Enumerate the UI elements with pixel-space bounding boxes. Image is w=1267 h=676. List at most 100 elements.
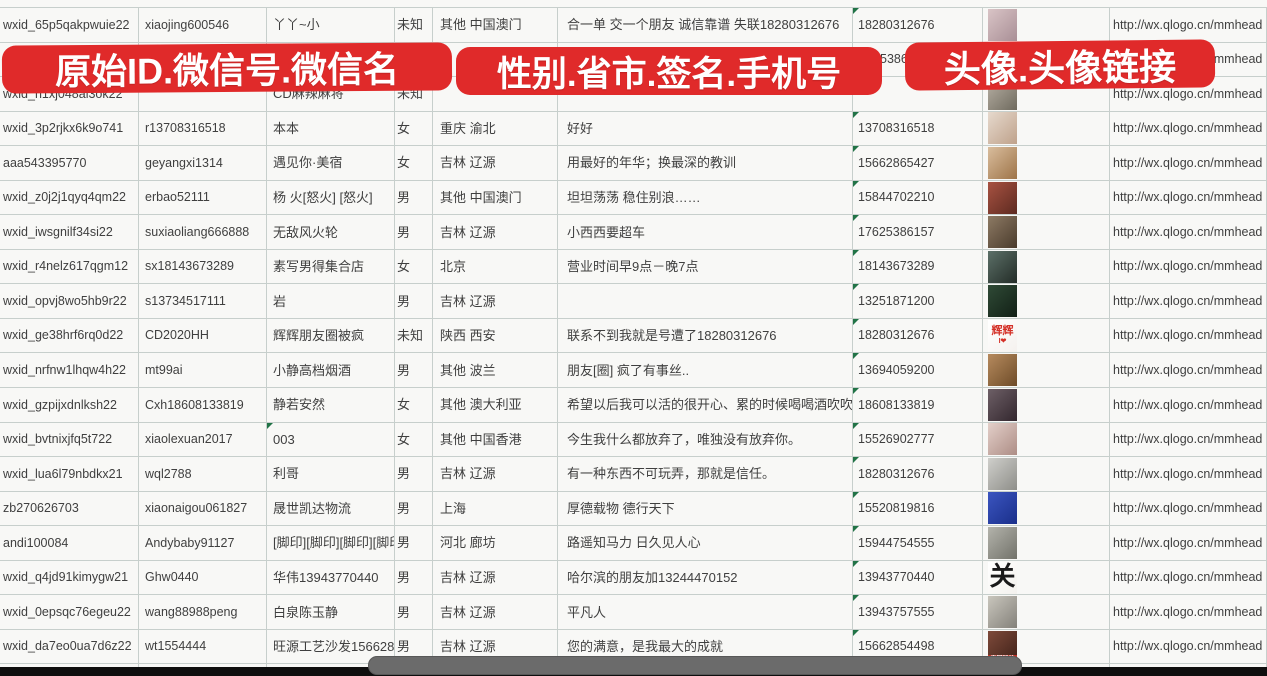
- cell-wechat-id[interactable]: Cxh18608133819: [139, 388, 267, 423]
- cell-avatar-link[interactable]: http://wx.qlogo.cn/mmhead: [1110, 388, 1267, 423]
- cell-avatar-link[interactable]: http://wx.qlogo.cn/mmhead: [1110, 422, 1267, 458]
- cell-phone[interactable]: 13251871200: [853, 284, 983, 319]
- cell-phone[interactable]: 13943770440: [853, 560, 983, 596]
- cell-original-id[interactable]: zb270626703: [0, 491, 139, 527]
- cell-avatar-link[interactable]: http://wx.qlogo.cn/mmhead: [1110, 146, 1267, 181]
- cell-avatar[interactable]: [983, 249, 1110, 285]
- cell-signature[interactable]: 小西西要超车: [558, 215, 853, 250]
- cell-wechat-id[interactable]: Ghw0440: [139, 560, 267, 596]
- cell-signature[interactable]: 厚德载物 德行天下: [558, 491, 853, 527]
- cell-phone[interactable]: 18143673289: [853, 249, 983, 285]
- cell-avatar[interactable]: [983, 388, 1110, 423]
- cell-wechat-name[interactable]: 辉辉朋友圈被疯: [267, 318, 395, 354]
- cell-original-id[interactable]: wxid_r4nelz617qgm12: [0, 249, 139, 285]
- cell-wechat-id[interactable]: sx18143673289: [139, 249, 267, 285]
- cell-gender[interactable]: 女: [395, 111, 433, 147]
- cell-region[interactable]: 其他 波兰: [433, 353, 558, 389]
- cell-avatar[interactable]: [983, 595, 1110, 630]
- cell-original-id[interactable]: wxid_q4jd91kimygw21: [0, 560, 139, 596]
- cell-original-id[interactable]: wxid_gzpijxdnlksh22: [0, 388, 139, 423]
- cell-signature[interactable]: 朋友[圈] 疯了有事丝..: [558, 353, 853, 389]
- cell-gender[interactable]: 女: [395, 422, 433, 458]
- cell-avatar-link[interactable]: http://wx.qlogo.cn/mmhead: [1110, 629, 1267, 665]
- cell-wechat-id[interactable]: xiaojing600546: [139, 8, 267, 43]
- cell-phone[interactable]: 15526902777: [853, 422, 983, 458]
- cell-phone[interactable]: 18280312676: [853, 457, 983, 492]
- cell-region[interactable]: 陕西 西安: [433, 318, 558, 354]
- cell-avatar[interactable]: [983, 111, 1110, 147]
- cell-avatar[interactable]: [983, 146, 1110, 181]
- cell-original-id[interactable]: aaa543395770: [0, 146, 139, 181]
- cell-phone[interactable]: [853, 77, 983, 112]
- cell-original-id[interactable]: wxid_opvj8wo5hb9r22: [0, 284, 139, 319]
- cell-avatar-link[interactable]: http://wx.qlogo.cn/mmhead: [1110, 318, 1267, 354]
- cell-avatar-link[interactable]: http://wx.qlogo.cn/mmhead: [1110, 491, 1267, 527]
- cell-wechat-id[interactable]: erbao52111: [139, 180, 267, 216]
- cell-wechat-id[interactable]: suxiaoliang666888: [139, 215, 267, 250]
- cell-avatar[interactable]: [983, 491, 1110, 527]
- cell-original-id[interactable]: wxid_lua6l79nbdkx21: [0, 457, 139, 492]
- cell-region[interactable]: 北京: [433, 249, 558, 285]
- cell-wechat-id[interactable]: xiaonaigou061827: [139, 491, 267, 527]
- cell-phone[interactable]: 17625386157: [853, 215, 983, 250]
- cell-wechat-name[interactable]: 利哥: [267, 457, 395, 492]
- cell-original-id[interactable]: wxid_z0j2j1qyq4qm22: [0, 180, 139, 216]
- cell-signature[interactable]: 今生我什么都放弃了，唯独没有放弃你。: [558, 422, 853, 458]
- cell-wechat-name[interactable]: 晟世凯达物流: [267, 491, 395, 527]
- cell-original-id[interactable]: wxid_3p2rjkx6k9o741: [0, 111, 139, 147]
- cell-signature[interactable]: 坦坦荡荡 稳住别浪……: [558, 180, 853, 216]
- cell-gender[interactable]: 未知: [395, 318, 433, 354]
- cell-wechat-id[interactable]: wt1554444: [139, 629, 267, 665]
- cell-wechat-name[interactable]: 华伟13943770440: [267, 560, 395, 596]
- cell-avatar[interactable]: 关: [983, 560, 1110, 596]
- cell-avatar-link[interactable]: http://wx.qlogo.cn/mmhead: [1110, 526, 1267, 561]
- cell-wechat-id[interactable]: wang88988peng: [139, 595, 267, 630]
- cell-wechat-id[interactable]: CD2020HH: [139, 318, 267, 354]
- cell-wechat-id[interactable]: Andybaby91127: [139, 526, 267, 561]
- cell-gender[interactable]: 男: [395, 180, 433, 216]
- cell-wechat-id[interactable]: geyangxi1314: [139, 146, 267, 181]
- cell-wechat-id[interactable]: s13734517111: [139, 284, 267, 319]
- cell-gender[interactable]: 男: [395, 353, 433, 389]
- cell-phone[interactable]: 13694059200: [853, 353, 983, 389]
- cell-wechat-name[interactable]: 本本: [267, 111, 395, 147]
- cell-phone[interactable]: 15520819816: [853, 491, 983, 527]
- cell-avatar-link[interactable]: http://wx.qlogo.cn/mmhead: [1110, 249, 1267, 285]
- cell-signature[interactable]: 营业时间早9点－晚7点: [558, 249, 853, 285]
- cell-avatar[interactable]: 辉辉 I❤: [983, 318, 1110, 354]
- cell-phone[interactable]: 15844702210: [853, 180, 983, 216]
- cell-phone[interactable]: 13708316518: [853, 111, 983, 147]
- cell-original-id[interactable]: wxid_da7eo0ua7d6z22: [0, 629, 139, 665]
- cell-phone[interactable]: 15662865427: [853, 146, 983, 181]
- cell-gender[interactable]: 男: [395, 284, 433, 319]
- cell-region[interactable]: 吉林 辽源: [433, 284, 558, 319]
- cell-wechat-name[interactable]: 遇见你·美宿: [267, 146, 395, 181]
- cell-gender[interactable]: 未知: [395, 8, 433, 43]
- cell-wechat-id[interactable]: xiaolexuan2017: [139, 422, 267, 458]
- cell-wechat-name[interactable]: 静若安然: [267, 388, 395, 423]
- cell-avatar[interactable]: [983, 457, 1110, 492]
- cell-gender[interactable]: 男: [395, 491, 433, 527]
- cell-signature[interactable]: 用最好的年华；换最深的教训: [558, 146, 853, 181]
- cell-region[interactable]: 吉林 辽源: [433, 560, 558, 596]
- cell-gender[interactable]: 男: [395, 526, 433, 561]
- cell-avatar[interactable]: [983, 353, 1110, 389]
- cell-wechat-id[interactable]: mt99ai: [139, 353, 267, 389]
- cell-gender[interactable]: 男: [395, 560, 433, 596]
- cell-region[interactable]: 其他 中国香港: [433, 422, 558, 458]
- cell-avatar-link[interactable]: http://wx.qlogo.cn/mmhead: [1110, 215, 1267, 250]
- cell-signature[interactable]: 希望以后我可以活的很开心、累的时候喝喝酒吹吹[: [558, 388, 853, 423]
- cell-wechat-name[interactable]: 小静高档烟酒: [267, 353, 395, 389]
- cell-avatar-link[interactable]: http://wx.qlogo.cn/mmhead: [1110, 457, 1267, 492]
- cell-signature[interactable]: 合一单 交一个朋友 诚信靠谱 失联18280312676: [558, 8, 853, 43]
- cell-gender[interactable]: 女: [395, 146, 433, 181]
- cell-avatar-link[interactable]: http://wx.qlogo.cn/mmhead: [1110, 284, 1267, 319]
- cell-original-id[interactable]: wxid_bvtnixjfq5t722: [0, 422, 139, 458]
- cell-original-id[interactable]: andi100084: [0, 526, 139, 561]
- cell-avatar-link[interactable]: http://wx.qlogo.cn/mmhead: [1110, 111, 1267, 147]
- cell-wechat-name[interactable]: 杨 火[怒火] [怒火]: [267, 180, 395, 216]
- cell-region[interactable]: 吉林 辽源: [433, 595, 558, 630]
- cell-gender[interactable]: 男: [395, 457, 433, 492]
- cell-region[interactable]: 吉林 辽源: [433, 457, 558, 492]
- cell-wechat-name[interactable]: 003: [267, 422, 395, 458]
